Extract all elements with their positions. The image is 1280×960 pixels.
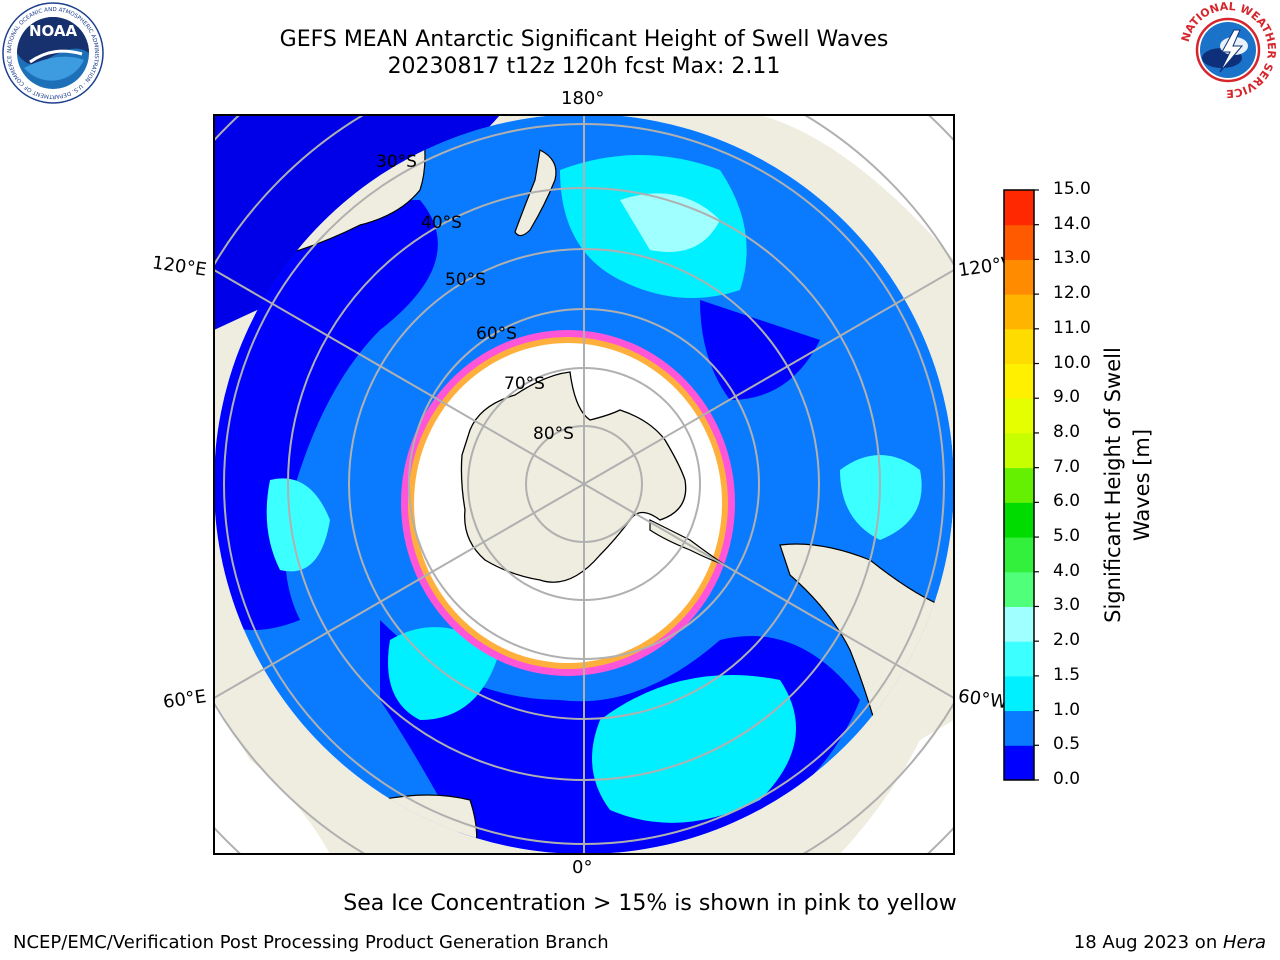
lat-label-50s: 50°S bbox=[445, 270, 486, 290]
lon-label-0: 0° bbox=[572, 857, 593, 878]
colorbar-tick-label: 2.0 bbox=[1053, 630, 1081, 651]
ocean-corner-se bbox=[840, 720, 954, 854]
colorbar-tick-label: 0.0 bbox=[1053, 769, 1081, 789]
colorbar-tick-label: 6.0 bbox=[1053, 491, 1081, 512]
colorbar-segment bbox=[1004, 294, 1034, 330]
colorbar-segment bbox=[1004, 190, 1034, 226]
footer-credit: NCEP/EMC/Verification Post Processing Pr… bbox=[13, 932, 609, 953]
noaa-logo-text: NOAA bbox=[29, 22, 78, 40]
lon-label-180: 180° bbox=[561, 88, 605, 109]
lat-label-60s: 60°S bbox=[476, 324, 517, 344]
colorbar bbox=[1003, 189, 1039, 781]
sea-ice-note: Sea Ice Concentration > 15% is shown in … bbox=[343, 891, 957, 916]
colorbar-segment bbox=[1004, 710, 1034, 746]
colorbar-segment bbox=[1004, 641, 1034, 677]
colorbar-segment bbox=[1004, 259, 1034, 295]
colorbar-tick-label: 5.0 bbox=[1053, 526, 1081, 547]
lat-label-40s: 40°S bbox=[421, 213, 462, 233]
colorbar-segment bbox=[1004, 328, 1034, 365]
colorbar-segment bbox=[1004, 224, 1034, 260]
colorbar-tick-label: 4.0 bbox=[1053, 560, 1081, 581]
colorbar-label-line1: Significant Height of Swell bbox=[1101, 347, 1125, 623]
nws-logo: NATIONAL WEATHER SERVICE bbox=[1179, 0, 1278, 100]
colorbar-label-line2: Waves [m] bbox=[1130, 428, 1154, 542]
colorbar-segment bbox=[1004, 502, 1034, 538]
colorbar-tick-label: 1.5 bbox=[1053, 664, 1081, 685]
lat-label-80s: 80°S bbox=[533, 424, 574, 444]
lat-label-70s: 70°S bbox=[504, 374, 545, 394]
swell-zone-high-west bbox=[266, 478, 330, 572]
footer-date-text: 18 Aug 2023 on bbox=[1073, 932, 1223, 953]
ocean-corner-sw bbox=[214, 700, 330, 854]
colorbar-tick-label: 7.0 bbox=[1053, 456, 1081, 477]
chart-title: GEFS MEAN Antarctic Significant Height o… bbox=[279, 27, 889, 52]
map-frame bbox=[213, 114, 955, 855]
colorbar-tick-label: 11.0 bbox=[1053, 317, 1091, 338]
colorbar-segment bbox=[1004, 571, 1034, 607]
noaa-logo: NOAA NATIONAL OCEANIC AND ATMOSPHERIC AD… bbox=[2, 2, 104, 104]
footer-machine: Hera bbox=[1222, 932, 1266, 953]
colorbar-tick-label: 13.0 bbox=[1053, 248, 1091, 269]
footer-date: 18 Aug 2023 on Hera bbox=[1074, 932, 1266, 953]
swell-zone-peak bbox=[620, 193, 720, 252]
colorbar-segment bbox=[1004, 675, 1034, 712]
colorbar-segment bbox=[1004, 432, 1034, 469]
chart-subtitle: 20230817 t12z 120h fcst Max: 2.11 bbox=[387, 54, 781, 79]
colorbar-tick-label: 1.0 bbox=[1053, 699, 1081, 720]
colorbar-label: Significant Height of Swell Waves [m] bbox=[1099, 315, 1157, 655]
colorbar-segment bbox=[1004, 745, 1034, 781]
lat-label-30s: 30°S bbox=[376, 152, 417, 172]
colorbar-segment bbox=[1004, 363, 1034, 399]
colorbar-segment bbox=[1004, 537, 1034, 573]
swell-zone-high-east bbox=[840, 455, 922, 540]
meridians bbox=[214, 115, 954, 854]
colorbar-tick-label: 10.0 bbox=[1053, 352, 1091, 373]
ocean-corner-ne bbox=[760, 115, 954, 260]
colorbar-tick-label: 8.0 bbox=[1053, 421, 1081, 442]
colorbar-tick-label: 12.0 bbox=[1053, 283, 1091, 304]
swell-zone-low-east bbox=[700, 300, 820, 400]
colorbar-frame bbox=[1003, 189, 1035, 781]
colorbar-tick-label: 9.0 bbox=[1053, 387, 1081, 408]
colorbar-segment bbox=[1004, 606, 1034, 642]
colorbar-tick-label: 14.0 bbox=[1053, 213, 1091, 234]
colorbar-segment bbox=[1004, 467, 1034, 503]
colorbar-tick-label: 3.0 bbox=[1053, 595, 1081, 616]
colorbar-segment bbox=[1004, 398, 1034, 434]
colorbar-tick-label: 15.0 bbox=[1053, 179, 1091, 199]
colorbar-tick-label: 0.5 bbox=[1053, 734, 1081, 755]
